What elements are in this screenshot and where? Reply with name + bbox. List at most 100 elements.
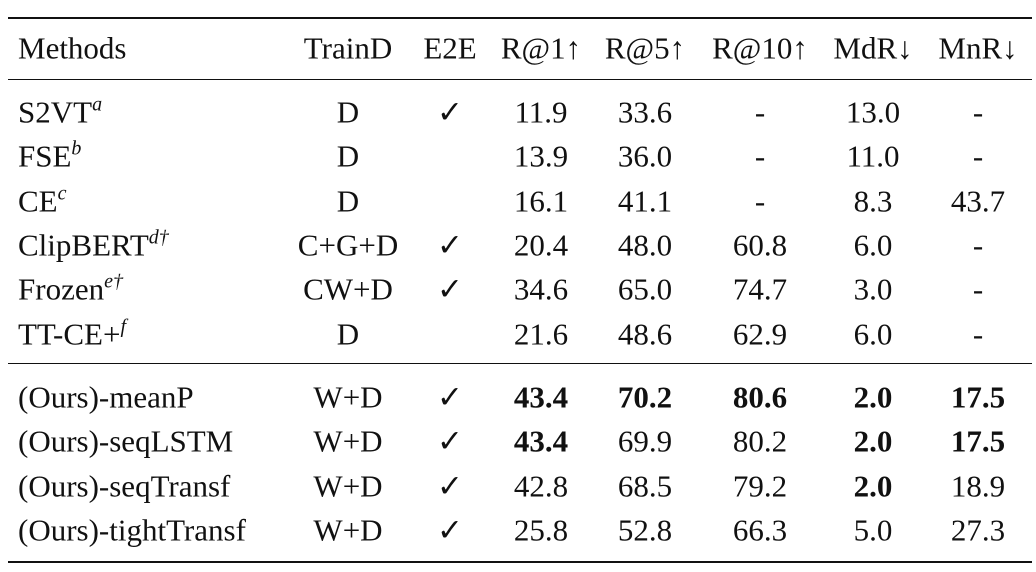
value-cell: W+D	[313, 512, 383, 548]
header-cell: R@1↑	[500, 30, 582, 66]
group-rule	[8, 363, 1032, 364]
method-superscript: f	[120, 315, 127, 337]
value-cell: 16.1	[513, 183, 569, 219]
value-cell: CW+D	[303, 271, 393, 307]
method-cell: Frozene†	[18, 270, 123, 307]
value-cell: 66.3	[732, 512, 788, 548]
method-name: FSE	[18, 138, 72, 174]
value-cell: 17.5	[950, 423, 1006, 459]
value-cell: 13.0	[845, 94, 901, 130]
method-name: Frozen	[18, 271, 105, 307]
top-rule	[8, 17, 1032, 19]
method-cell: S2VTa	[18, 93, 103, 130]
value-cell: 79.2	[732, 468, 788, 504]
method-cell: (Ours)-tightTransf	[18, 514, 246, 545]
header-cell: R@10↑	[712, 30, 808, 66]
method-name: TT-CE+	[18, 316, 121, 351]
value-cell: ✓	[437, 512, 463, 548]
value-cell: ✓	[437, 468, 463, 504]
header-cell: MdR↓	[833, 30, 913, 66]
value-cell: 5.0	[853, 512, 893, 548]
value-cell: 43.4	[513, 379, 569, 415]
value-cell: 80.6	[732, 379, 788, 415]
value-cell: ✓	[437, 271, 463, 307]
method-name: S2VT	[18, 94, 93, 130]
value-cell: 13.9	[513, 138, 569, 174]
header-cell: R@5↑	[604, 30, 686, 66]
value-cell: 6.0	[853, 316, 893, 351]
value-cell: 36.0	[617, 138, 673, 174]
value-cell: 43.7	[950, 183, 1006, 219]
value-cell: 20.4	[513, 227, 569, 263]
method-cell: ClipBERTd†	[18, 226, 169, 263]
method-name: ClipBERT	[18, 227, 149, 263]
method-superscript: c	[57, 182, 67, 205]
value-cell: D	[336, 316, 360, 351]
value-cell: 25.8	[513, 512, 569, 548]
method-superscript: d†	[148, 226, 169, 249]
header-cell: Methods	[18, 30, 127, 66]
method-name: (Ours)-seqTransf	[18, 468, 231, 504]
value-cell: 8.3	[853, 183, 893, 219]
value-cell: W+D	[313, 468, 383, 504]
value-cell: 43.4	[513, 423, 569, 459]
value-cell: D	[336, 138, 360, 174]
value-cell: 2.0	[853, 468, 893, 504]
header-cell: TrainD	[303, 30, 393, 66]
value-cell: 74.7	[732, 271, 788, 307]
value-cell: 2.0	[853, 379, 893, 415]
value-cell: 62.9	[732, 316, 788, 351]
value-cell: -	[972, 271, 984, 307]
value-cell: D	[336, 94, 360, 130]
value-cell: D	[336, 183, 360, 219]
value-cell: ✓	[437, 227, 463, 263]
value-cell: 48.6	[617, 316, 673, 351]
value-cell: W+D	[313, 379, 383, 415]
value-cell: 48.0	[617, 227, 673, 263]
value-cell: 21.6	[513, 316, 569, 351]
value-cell: 34.6	[513, 271, 569, 307]
method-superscript: e†	[104, 270, 123, 293]
value-cell: 68.5	[617, 468, 673, 504]
value-cell: 11.0	[846, 138, 900, 174]
value-cell: 6.0	[853, 227, 893, 263]
method-name: (Ours)-meanP	[18, 379, 194, 415]
value-cell: 80.2	[732, 423, 788, 459]
value-cell: 52.8	[617, 512, 673, 548]
header-cell: E2E	[423, 30, 477, 66]
value-cell: -	[754, 94, 766, 130]
value-cell: 33.6	[617, 94, 673, 130]
method-cell: CEc	[18, 182, 67, 219]
method-superscript: a	[92, 93, 103, 116]
method-name: (Ours)-tightTransf	[18, 512, 246, 548]
value-cell: 60.8	[732, 227, 788, 263]
method-cell: FSEb	[18, 137, 82, 174]
value-cell: 2.0	[853, 423, 893, 459]
method-superscript: b	[71, 137, 82, 160]
value-cell: C+G+D	[297, 227, 399, 263]
value-cell: W+D	[313, 423, 383, 459]
value-cell: -	[972, 316, 984, 351]
value-cell: 69.9	[617, 423, 673, 459]
method-name: (Ours)-seqLSTM	[18, 423, 234, 459]
value-cell: -	[972, 94, 984, 130]
value-cell: -	[754, 183, 766, 219]
value-cell: ✓	[437, 423, 463, 459]
method-cell: (Ours)-seqLSTM	[18, 426, 233, 457]
value-cell: 11.9	[514, 94, 568, 130]
header-rule	[8, 79, 1032, 80]
value-cell: -	[754, 138, 766, 174]
method-cell: (Ours)-meanP	[18, 382, 194, 413]
method-cell: TT-CE+f	[18, 315, 127, 351]
value-cell: -	[972, 138, 984, 174]
method-name: CE	[18, 183, 58, 219]
value-cell: 42.8	[513, 468, 569, 504]
value-cell: 70.2	[617, 379, 673, 415]
value-cell: 17.5	[950, 379, 1006, 415]
value-cell: ✓	[437, 94, 463, 130]
value-cell: 18.9	[950, 468, 1006, 504]
value-cell: ✓	[437, 379, 463, 415]
value-cell: 3.0	[853, 271, 893, 307]
header-cell: MnR↓	[938, 30, 1018, 66]
